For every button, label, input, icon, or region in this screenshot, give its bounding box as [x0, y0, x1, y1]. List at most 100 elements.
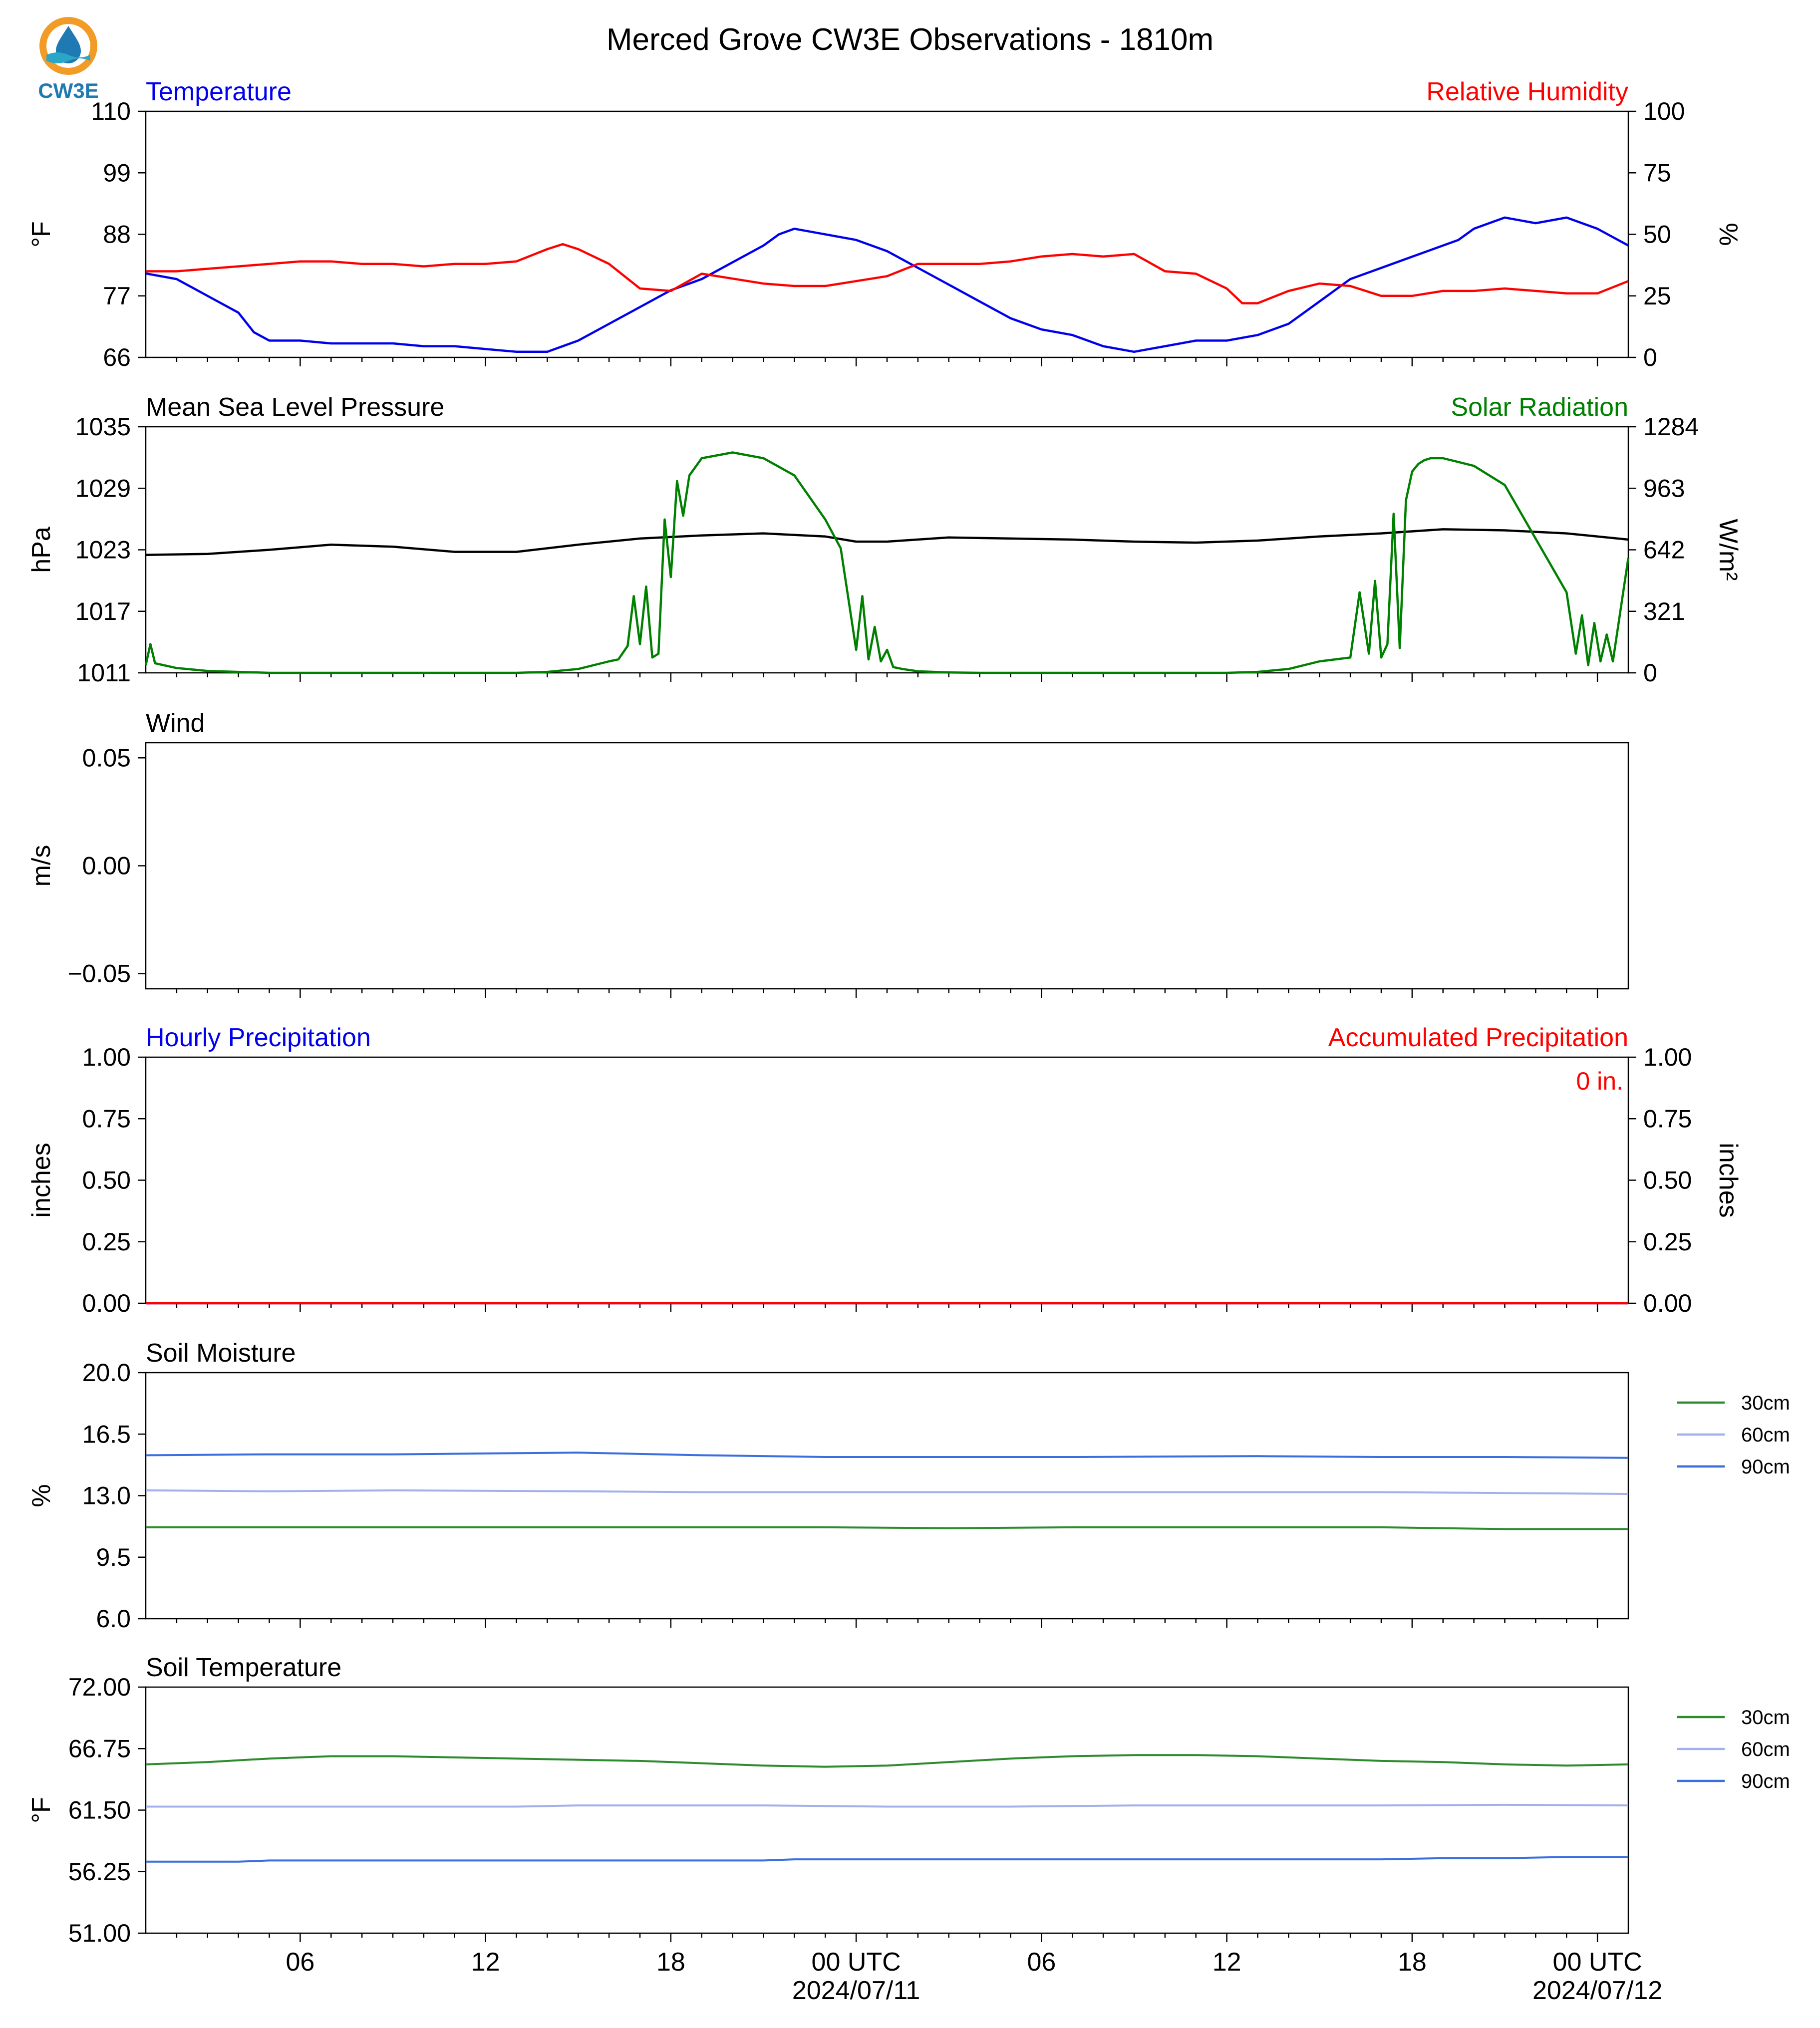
y-tick-label: 1017 — [75, 597, 131, 625]
y-right-tick-label: 75 — [1643, 159, 1671, 187]
x-tick-label: 12 — [1213, 1948, 1241, 1977]
y-tick-label: 16.5 — [82, 1420, 131, 1448]
y-tick-label: 1011 — [77, 659, 131, 687]
legend-label: 30cm — [1741, 1392, 1790, 1414]
y-tick-label: 61.50 — [68, 1796, 131, 1824]
plot-frame — [145, 426, 1629, 674]
series-line-30cm — [145, 1754, 1629, 1768]
y-right-tick-label: 0.25 — [1643, 1228, 1692, 1256]
y-tick-label: −0.05 — [67, 960, 131, 988]
y-tick-label: 0.75 — [82, 1105, 131, 1133]
y-axis-label: inches — [27, 1143, 56, 1217]
y-tick-label: 72.00 — [68, 1673, 131, 1701]
series-line-relative-humidity — [146, 243, 1629, 304]
y-tick-label: 88 — [103, 221, 131, 249]
panel-4: 0.00 0.25 0.50 0.75 1.00 0.00 0.25 0.50 0.75 1.00… — [27, 1023, 1743, 1317]
series-line-90cm — [145, 1451, 1629, 1459]
y-tick-label: 110 — [91, 97, 131, 125]
y-right-tick-label: 0 — [1643, 659, 1657, 687]
legend-label: 30cm — [1741, 1707, 1790, 1729]
y-right-tick-label: 0 — [1643, 343, 1657, 371]
y-tick-label: 0.00 — [82, 852, 131, 880]
x-date-label: 2024/07/12 — [1532, 1976, 1662, 2005]
panel-title-right: Solar Radiation — [1451, 393, 1628, 422]
y-tick-label: 13.0 — [82, 1482, 131, 1510]
y-tick-label: 9.5 — [96, 1543, 131, 1571]
y-tick-label: 0.05 — [82, 744, 131, 772]
panel-title-left: Hourly Precipitation — [146, 1023, 371, 1052]
panel-title-left: Mean Sea Level Pressure — [146, 393, 444, 422]
y-tick-label: 1029 — [75, 474, 131, 502]
y-tick-label: 6.0 — [96, 1605, 131, 1633]
x-date-label: 2024/07/11 — [792, 1976, 920, 2005]
y-right-tick-label: 321 — [1643, 597, 1685, 625]
y-right-tick-label: 1284 — [1643, 413, 1699, 441]
y-tick-label: 1035 — [75, 413, 131, 441]
x-tick-label: 18 — [1398, 1948, 1427, 1977]
y-axis-label: % — [27, 1484, 56, 1507]
y-right-axis-label: % — [1714, 223, 1743, 246]
series-line-90cm — [146, 1856, 1628, 1863]
y-tick-label: 1023 — [75, 536, 131, 564]
y-tick-label: 99 — [103, 159, 131, 187]
y-axis-label: °F — [27, 1797, 56, 1823]
panel-title-left: Temperature — [146, 77, 292, 106]
panel-title-right: Accumulated Precipitation — [1328, 1023, 1628, 1052]
legend-label: 90cm — [1741, 1770, 1790, 1792]
y-tick-label: 66 — [103, 343, 131, 371]
y-right-tick-label: 0.50 — [1643, 1166, 1692, 1194]
series-line-mean-sea-level-pressure — [145, 528, 1629, 557]
x-tick-label: 18 — [656, 1948, 685, 1977]
panel-title-right: Relative Humidity — [1426, 77, 1628, 106]
y-axis-label: m/s — [27, 845, 56, 887]
y-right-tick-label: 963 — [1643, 474, 1685, 502]
panel-title-left: Soil Temperature — [146, 1653, 341, 1682]
chart-title: Merced Grove CW3E Observations - 1810m — [607, 22, 1213, 57]
y-axis-label: hPa — [27, 527, 56, 573]
y-tick-label: 51.00 — [68, 1919, 131, 1947]
panel-2: 1011 1017 1023 1029 1035 0 321 642 963 1284 Mean S… — [27, 393, 1743, 687]
plot-frame — [145, 1372, 1629, 1620]
x-tick-label: 06 — [286, 1948, 314, 1977]
legend-label: 60cm — [1741, 1738, 1790, 1760]
y-tick-label: 66.75 — [68, 1735, 131, 1762]
series-line-60cm — [146, 1803, 1629, 1808]
series-line-solar-radiation — [144, 451, 1630, 674]
legend-label: 90cm — [1741, 1456, 1790, 1478]
panels: 66 77 88 99 110 0 25 50 75 100 Temperature Relative… — [27, 77, 1790, 2005]
x-tick-label: 00 UTC — [1553, 1948, 1642, 1977]
plot-frame — [145, 1056, 1629, 1304]
logo-text: CW3E — [38, 79, 99, 102]
y-right-tick-label: 25 — [1643, 282, 1671, 310]
series-line-30cm — [146, 1526, 1628, 1530]
panel-title-left: Soil Moisture — [146, 1339, 296, 1368]
cw3e-logo: CW3E — [26, 15, 111, 107]
plot-frame — [145, 110, 1629, 358]
x-tick-label: 00 UTC — [812, 1948, 901, 1977]
panel-title-left: Wind — [146, 709, 205, 738]
y-tick-label: 56.25 — [68, 1858, 131, 1886]
y-tick-label: 77 — [103, 282, 131, 310]
y-tick-label: 0.00 — [82, 1289, 131, 1317]
y-right-tick-label: 642 — [1643, 536, 1685, 564]
y-right-tick-label: 0.75 — [1643, 1105, 1692, 1133]
series-line-temperature — [145, 216, 1629, 353]
y-right-tick-label: 100 — [1643, 97, 1685, 125]
panel-3: −0.05 0.00 0.05 Wind m/s — [27, 709, 1629, 998]
y-tick-label: 20.0 — [82, 1359, 131, 1387]
y-tick-label: 0.50 — [82, 1166, 131, 1194]
series-line-60cm — [145, 1489, 1629, 1495]
accumulated-precip-annotation: 0 in. — [1576, 1067, 1623, 1095]
legend-label: 60cm — [1741, 1424, 1790, 1446]
y-right-tick-label: 0.00 — [1643, 1289, 1692, 1317]
panel-6: 51.00 56.25 61.50 66.75 72.00 Soil Temperatur… — [27, 1653, 1790, 2005]
plot-frame — [145, 742, 1629, 990]
x-tick-label: 12 — [471, 1948, 500, 1977]
y-right-axis-label: W/m² — [1714, 519, 1743, 580]
x-tick-label: 06 — [1027, 1948, 1056, 1977]
y-right-axis-label: inches — [1714, 1143, 1743, 1217]
y-tick-label: 1.00 — [82, 1043, 131, 1071]
y-tick-label: 0.25 — [82, 1228, 131, 1256]
y-axis-label: °F — [27, 221, 56, 248]
